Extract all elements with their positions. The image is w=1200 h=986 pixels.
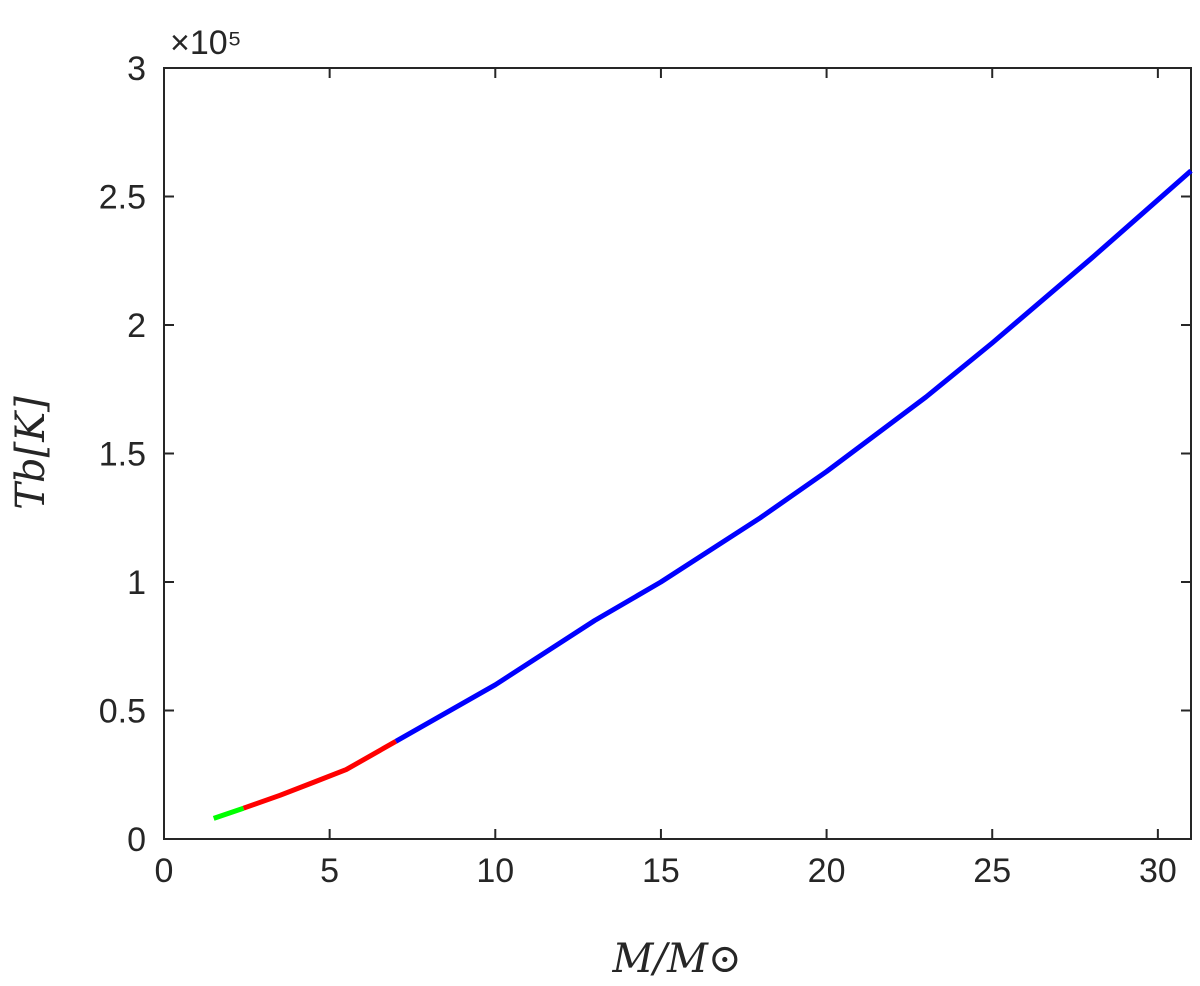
plot-area xyxy=(163,67,1192,840)
x-tick-label: 20 xyxy=(808,852,846,890)
y-tick-label: 3 xyxy=(127,50,146,88)
y-exponent-label: ×10⁵ xyxy=(170,24,242,62)
series-line-0 xyxy=(212,805,245,821)
series-line-2 xyxy=(394,168,1193,744)
x-tick-label: 25 xyxy=(973,852,1011,890)
x-tick-label: 30 xyxy=(1139,852,1177,890)
series-layer xyxy=(212,168,1193,821)
y-tick-label: 2.5 xyxy=(99,179,146,217)
y-tick-label: 2 xyxy=(127,307,146,345)
y-tick-label: 0 xyxy=(127,821,146,859)
y-axis-label: Tb[K] xyxy=(8,396,54,510)
x-tick-label: 15 xyxy=(642,852,680,890)
y-tick-label: 1.5 xyxy=(99,436,146,474)
y-tick-label: 0.5 xyxy=(99,693,146,731)
x-axis-label: M/M⊙ xyxy=(612,936,742,982)
y-tick-label: 1 xyxy=(127,564,146,602)
x-tick-label: 10 xyxy=(476,852,514,890)
x-tick-label: 5 xyxy=(320,852,339,890)
x-axis-ticks: 0 5 10 15 20 25 30 xyxy=(155,68,1177,890)
series-line-1 xyxy=(242,739,398,811)
y-axis-ticks: 0 0.5 1 1.5 2 2.5 3 xyxy=(99,50,1191,859)
x-tick-label: 0 xyxy=(155,852,174,890)
